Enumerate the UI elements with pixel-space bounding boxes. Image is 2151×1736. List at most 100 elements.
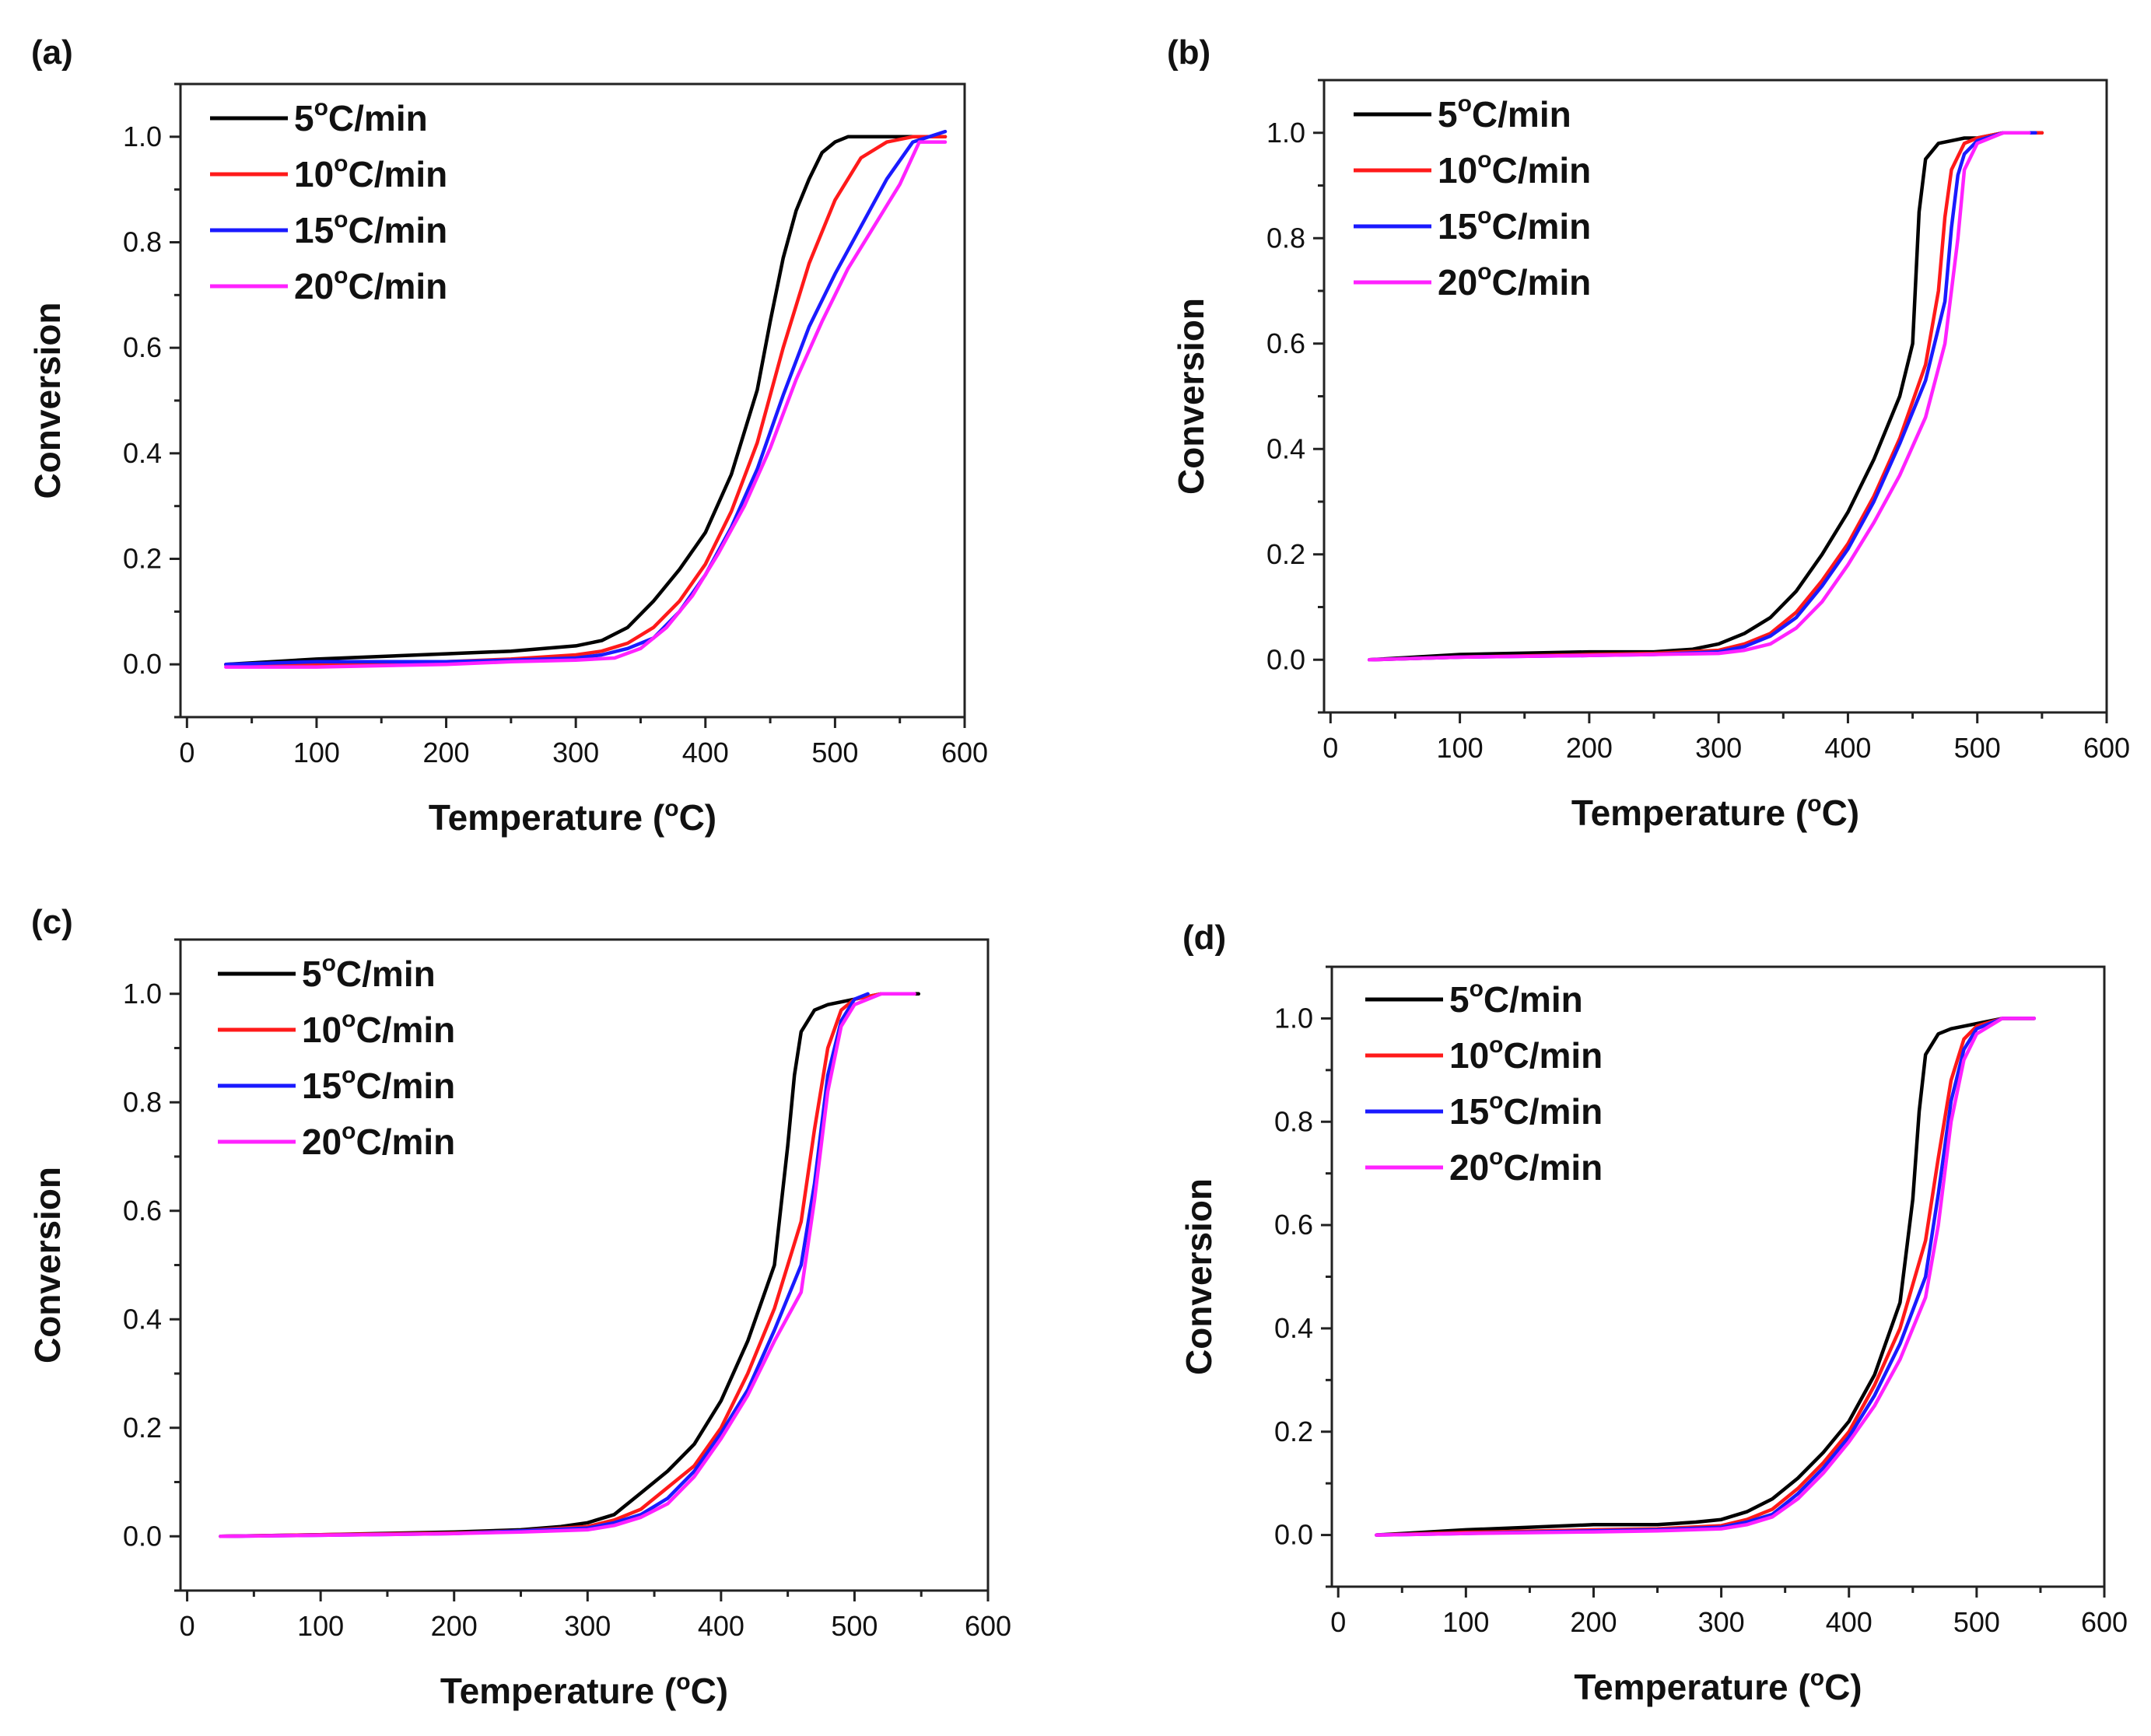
y-tick-label: 0.4 bbox=[123, 1303, 162, 1335]
series-line-5-c-per-min bbox=[1375, 1017, 2036, 1537]
y-tick-label: 0.6 bbox=[123, 1195, 162, 1227]
degree-sup: o bbox=[1489, 1144, 1503, 1170]
y-tick-label: 0.8 bbox=[1266, 222, 1305, 254]
x-tick-label: 300 bbox=[1698, 1606, 1745, 1638]
x-axis-title-unit: C) bbox=[691, 1671, 729, 1711]
x-tick-label: 500 bbox=[1953, 1606, 2000, 1638]
legend-rate: 10 bbox=[1438, 150, 1477, 191]
degree-sup: o bbox=[342, 1006, 356, 1032]
legend-unit: C/min bbox=[349, 154, 448, 194]
x-tick-label: 0 bbox=[180, 1610, 195, 1642]
chart-panel-4: (d) 0 100 200 300 400 500 600 0.0 0.2 0.4 0.6 0.8 1.0… bbox=[1179, 919, 2128, 1707]
legend-rate: 5 bbox=[302, 954, 322, 994]
series-line-20-c-per-min bbox=[219, 992, 916, 1538]
y-tick-label: 0.8 bbox=[1274, 1105, 1313, 1137]
y-axis-title: Conversion bbox=[1179, 1178, 1219, 1375]
legend-entry: 5oC/min bbox=[302, 950, 436, 994]
x-tick-label: 300 bbox=[552, 737, 599, 768]
legend-rate: 20 bbox=[1449, 1147, 1489, 1188]
x-tick-label: 500 bbox=[811, 737, 858, 768]
x-tick-label: 600 bbox=[965, 1610, 1011, 1642]
legend-unit: C/min bbox=[328, 98, 428, 138]
x-axis-title: Temperature (oC) bbox=[1571, 791, 1859, 833]
y-tick-label: 0.4 bbox=[123, 437, 162, 469]
degree-sup: o bbox=[314, 95, 328, 121]
x-tick-label: 200 bbox=[1566, 732, 1613, 764]
legend-unit: C/min bbox=[356, 1010, 456, 1050]
x-axis-title-text: Temperature ( bbox=[440, 1671, 677, 1711]
degree-sup: o bbox=[322, 950, 336, 976]
x-axis-title: Temperature (oC) bbox=[429, 796, 716, 838]
y-tick-label: 0.6 bbox=[1266, 327, 1305, 359]
degree-sup: o bbox=[334, 263, 348, 289]
y-axis-title: Conversion bbox=[27, 302, 68, 499]
y-tick-label: 1.0 bbox=[123, 121, 162, 152]
y-tick-label: 0.0 bbox=[123, 1520, 162, 1552]
degree-sup: o bbox=[1458, 91, 1472, 117]
legend-rate: 5 bbox=[294, 98, 314, 138]
legend-entry: 10oC/min bbox=[1438, 147, 1591, 191]
legend-unit: C/min bbox=[336, 954, 436, 994]
series-line-20-c-per-min bbox=[1367, 131, 2031, 662]
legend-entry: 10oC/min bbox=[302, 1006, 455, 1050]
degree-sup: o bbox=[342, 1118, 356, 1144]
legend-unit: C/min bbox=[356, 1122, 456, 1162]
y-tick-label: 0.2 bbox=[123, 1412, 162, 1444]
chart-panel-1: (a) 0 100 200 300 400 500 600 0.0 0.2 0.4 0.6 0.8 1.0… bbox=[27, 33, 988, 838]
y-tick-label: 1.0 bbox=[123, 978, 162, 1010]
legend-rate: 15 bbox=[302, 1066, 342, 1106]
legend-entry: 5oC/min bbox=[1449, 976, 1583, 1020]
y-tick-label: 0.2 bbox=[1266, 538, 1305, 570]
degree-sup: o bbox=[1810, 1665, 1824, 1691]
legend-unit: C/min bbox=[356, 1066, 456, 1106]
series-line-20-c-per-min bbox=[224, 140, 948, 669]
legend-rate: 20 bbox=[302, 1122, 342, 1162]
y-tick-label: 0.2 bbox=[123, 543, 162, 575]
panel-label: (b) bbox=[1167, 33, 1210, 72]
legend-unit: C/min bbox=[1484, 979, 1583, 1020]
legend-unit: C/min bbox=[349, 210, 448, 250]
x-tick-label: 300 bbox=[564, 1610, 611, 1642]
y-tick-label: 0.8 bbox=[123, 1086, 162, 1118]
legend-unit: C/min bbox=[1504, 1091, 1603, 1132]
panel-label: (c) bbox=[31, 903, 73, 941]
legend-entry: 5oC/min bbox=[1438, 91, 1571, 135]
x-tick-label: 400 bbox=[1826, 1606, 1872, 1638]
legend-entry: 20oC/min bbox=[294, 263, 447, 306]
x-tick-label: 600 bbox=[2081, 1606, 2128, 1638]
series-line-5-c-per-min bbox=[224, 135, 948, 667]
y-tick-label: 1.0 bbox=[1274, 1002, 1313, 1034]
degree-sup: o bbox=[676, 1669, 690, 1695]
x-tick-label: 100 bbox=[1442, 1606, 1489, 1638]
y-tick-label: 0.4 bbox=[1266, 432, 1305, 464]
degree-sup: o bbox=[1489, 1032, 1503, 1058]
degree-sup: o bbox=[1477, 147, 1491, 173]
x-axis-title-unit: C) bbox=[1824, 1667, 1862, 1707]
x-tick-label: 200 bbox=[423, 737, 470, 768]
series-line-20-c-per-min bbox=[1375, 1017, 2036, 1537]
x-axis-title: Temperature (oC) bbox=[440, 1669, 728, 1711]
legend-rate: 15 bbox=[1438, 206, 1477, 247]
legend-entry: 10oC/min bbox=[1449, 1032, 1603, 1076]
legend-entry: 15oC/min bbox=[294, 207, 447, 250]
legend-entry: 10oC/min bbox=[294, 151, 447, 194]
y-axis-title: Conversion bbox=[27, 1167, 68, 1363]
y-tick-label: 0.4 bbox=[1274, 1312, 1313, 1344]
x-tick-label: 500 bbox=[1954, 732, 2001, 764]
chart-panel-2: (b) 0 100 200 300 400 500 600 0.0 0.2 0.4 0.6 0.8 1.0… bbox=[1167, 33, 2130, 833]
legend-unit: C/min bbox=[1472, 94, 1571, 135]
degree-sup: o bbox=[664, 796, 678, 821]
y-tick-label: 0.2 bbox=[1274, 1416, 1313, 1447]
y-tick-label: 1.0 bbox=[1266, 117, 1305, 149]
x-tick-label: 400 bbox=[1824, 732, 1871, 764]
legend-entry: 15oC/min bbox=[1438, 203, 1591, 247]
legend-entry: 15oC/min bbox=[1449, 1088, 1603, 1132]
x-axis-title-text: Temperature ( bbox=[1571, 793, 1808, 833]
legend-entry: 5oC/min bbox=[294, 95, 428, 138]
x-tick-label: 0 bbox=[1330, 1606, 1346, 1638]
degree-sup: o bbox=[342, 1062, 356, 1088]
legend-unit: C/min bbox=[1504, 1035, 1603, 1076]
legend-rate: 5 bbox=[1449, 979, 1470, 1020]
x-axis-title: Temperature (oC) bbox=[1574, 1665, 1862, 1707]
